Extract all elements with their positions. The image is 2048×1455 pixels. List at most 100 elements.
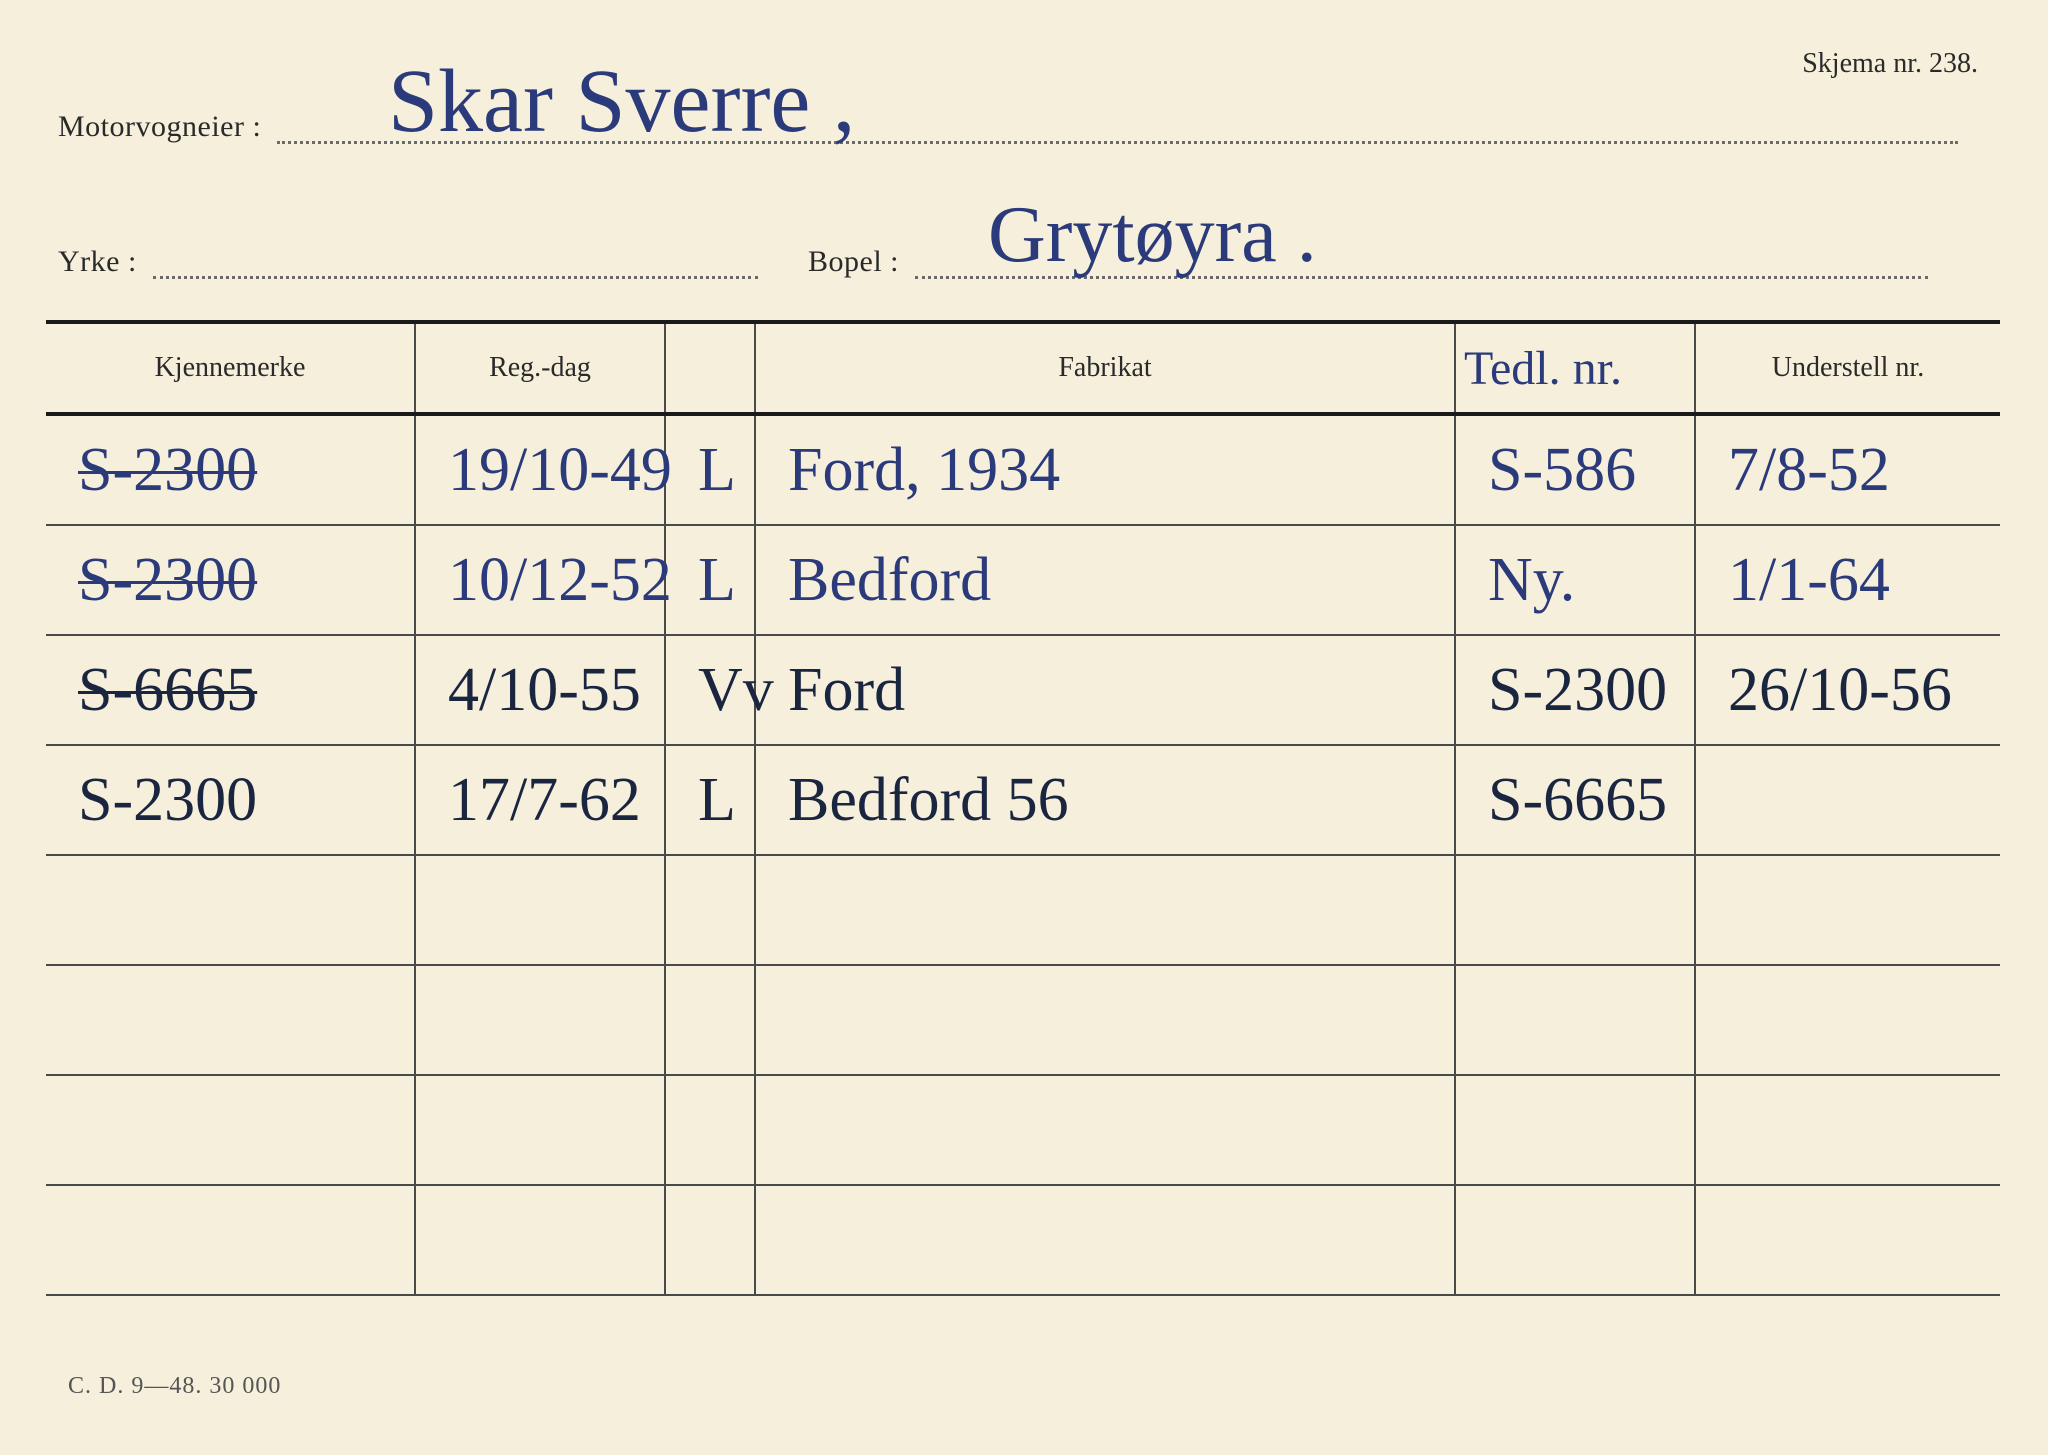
table-row [46, 1186, 2000, 1296]
cell-value: Ford [776, 659, 917, 721]
cell [666, 966, 756, 1074]
cell-value: S-6665 [1476, 769, 1679, 831]
cell-value: 17/7-62 [436, 769, 653, 831]
cell [46, 1186, 416, 1294]
table-header-row: Kjennemerke Reg.-dag Fabrikat Tedl. nr. … [46, 324, 2000, 416]
table-row [46, 1076, 2000, 1186]
col-header-fabrikat: Fabrikat [756, 324, 1456, 412]
cell [1696, 856, 2000, 964]
cell [416, 856, 666, 964]
yrke-label: Yrke : [58, 245, 137, 279]
registration-card: Skjema nr. 238. Motorvogneier : Skar Sve… [28, 20, 2018, 1420]
cell: L [666, 416, 756, 524]
cell [1696, 1076, 2000, 1184]
cell: S-6665 [1456, 746, 1696, 854]
yrke-line [153, 276, 758, 279]
cell: 7/8-52 [1696, 416, 2000, 524]
cell-value: Ford, 1934 [776, 439, 1072, 501]
owner-value: Skar Sverre , [388, 50, 855, 153]
cell: S-6665 [46, 636, 416, 744]
cell-value: S-2300 [1476, 659, 1679, 721]
cell: Ford, 1934 [756, 416, 1456, 524]
table-row: S-2300 17/7-62 L Bedford 56 S-6665 [46, 746, 2000, 856]
cell: 1/1-64 [1696, 526, 2000, 634]
schema-number-label: Skjema nr. 238. [1802, 48, 1978, 80]
cell [666, 856, 756, 964]
cell: 10/12-52 [416, 526, 666, 634]
table-row: S-230010/12-52LBedfordNy.1/1-64 [46, 526, 2000, 636]
table-row [46, 966, 2000, 1076]
cell: Ny. [1456, 526, 1696, 634]
cell-value: Bedford [776, 549, 1003, 611]
cell: S-2300 [46, 746, 416, 854]
cell: L [666, 526, 756, 634]
col-header-kjennemerke: Kjennemerke [46, 324, 416, 412]
bopel-row: Bopel : [808, 245, 1928, 279]
cell [1456, 1076, 1696, 1184]
col-header-regdag: Reg.-dag [416, 324, 666, 412]
cell [1696, 966, 2000, 1074]
cell [1696, 1186, 2000, 1294]
cell: Ford [756, 636, 1456, 744]
cell: S-2300 [1456, 636, 1696, 744]
cell-value: L [686, 769, 748, 831]
table-row: S-230019/10-49LFord, 1934S-5867/8-52 [46, 416, 2000, 526]
cell: 26/10-56 [1696, 636, 2000, 744]
cell [756, 966, 1456, 1074]
cell: Bedford [756, 526, 1456, 634]
cell-value: Ny. [1476, 549, 1587, 611]
cell [46, 1076, 416, 1184]
cell-value: 7/8-52 [1716, 439, 1902, 501]
cell: Bedford 56 [756, 746, 1456, 854]
cell-value: 1/1-64 [1716, 549, 1902, 611]
table-body: S-230019/10-49LFord, 1934S-5867/8-52S-23… [46, 416, 2000, 1296]
cell [666, 1186, 756, 1294]
cell [1696, 746, 2000, 854]
cell-value: L [686, 549, 748, 611]
col-header-understell: Understell nr. [1696, 324, 2000, 412]
cell-value: S-2300 [66, 549, 269, 611]
cell-value: S-2300 [66, 769, 269, 831]
bopel-value: Grytøyra . [988, 190, 1317, 281]
cell [1456, 966, 1696, 1074]
cell: Vv [666, 636, 756, 744]
cell-value: 10/12-52 [436, 549, 684, 611]
bopel-label: Bopel : [808, 245, 899, 279]
cell [666, 1076, 756, 1184]
table-row [46, 856, 2000, 966]
footer-print-code: C. D. 9—48. 30 000 [68, 1373, 281, 1400]
cell: 19/10-49 [416, 416, 666, 524]
cell [756, 856, 1456, 964]
cell [416, 1186, 666, 1294]
cell: S-2300 [46, 526, 416, 634]
col-header-type [666, 324, 756, 412]
cell [46, 966, 416, 1074]
cell [1456, 1186, 1696, 1294]
table-row: S-6665 4/10-55Vv Ford S-2300 26/10-56 [46, 636, 2000, 746]
cell-value: Bedford 56 [776, 769, 1081, 831]
cell: L [666, 746, 756, 854]
cell-value: 19/10-49 [436, 439, 684, 501]
cell-value: S-2300 [66, 439, 269, 501]
cell [756, 1186, 1456, 1294]
cell-value: 26/10-56 [1716, 659, 1964, 721]
cell [416, 1076, 666, 1184]
cell: S-2300 [46, 416, 416, 524]
tedl-hand-label: Tedl. nr. [1464, 341, 1622, 396]
cell: 4/10-55 [416, 636, 666, 744]
cell-value: 4/10-55 [436, 659, 653, 721]
cell-value: S-586 [1476, 439, 1648, 501]
col-header-tedl: Tedl. nr. [1456, 324, 1696, 412]
cell [416, 966, 666, 1074]
owner-label: Motorvogneier : [58, 110, 261, 144]
cell: S-586 [1456, 416, 1696, 524]
cell [756, 1076, 1456, 1184]
cell [1456, 856, 1696, 964]
cell-value: S-6665 [66, 659, 269, 721]
owner-row: Motorvogneier : [58, 110, 1958, 144]
yrke-row: Yrke : [58, 245, 758, 279]
vehicle-table: Kjennemerke Reg.-dag Fabrikat Tedl. nr. … [46, 320, 2000, 1296]
cell: 17/7-62 [416, 746, 666, 854]
cell-value: L [686, 439, 748, 501]
cell [46, 856, 416, 964]
